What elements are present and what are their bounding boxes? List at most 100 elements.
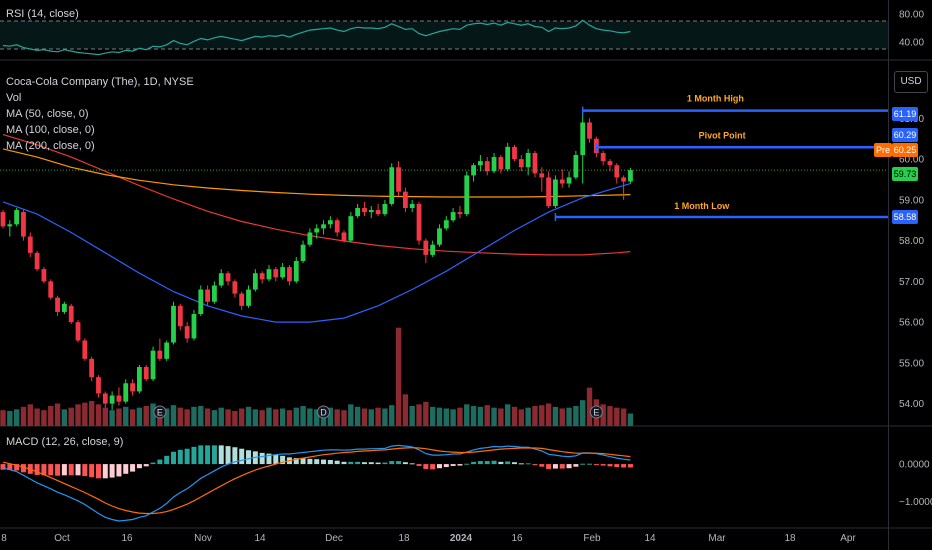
macd-histogram-bar [621, 464, 627, 468]
level-label: 1 Month High [687, 94, 744, 104]
candle-body [266, 269, 272, 280]
candle-body [246, 289, 251, 306]
macd-histogram-bar [157, 459, 163, 465]
macd-legend[interactable]: MACD (12, 26, close, 9) [6, 436, 124, 448]
volume-bar [457, 407, 463, 426]
candle-body [150, 350, 156, 380]
rsi-pane [0, 19, 888, 56]
candle-body [580, 122, 586, 156]
candle-body [82, 340, 88, 359]
macd-histogram-bar [355, 461, 361, 465]
volume-bar [416, 404, 422, 426]
volume-bar [13, 409, 20, 426]
event-marker [589, 405, 603, 419]
volume-bar [334, 409, 340, 426]
volume-bar [170, 405, 177, 426]
volume-bar [573, 406, 579, 426]
macd-histogram-bar [259, 452, 265, 465]
macd-histogram-bar [218, 445, 224, 465]
candle-body [573, 155, 579, 178]
candle-body [437, 228, 442, 245]
symbol-legend[interactable]: Coca-Cola Company (The), 1D, NYSE [6, 76, 194, 88]
volume-bar [239, 408, 245, 426]
candle-body [362, 208, 367, 213]
macd-histogram-bar [593, 464, 599, 466]
volume-bar [123, 406, 129, 426]
x-tick-label: 16 [511, 533, 523, 544]
volume-bar [20, 406, 27, 426]
candle-body [34, 252, 40, 270]
volume-bar [34, 408, 40, 426]
candle-body [116, 395, 122, 402]
macd-histogram-bar [89, 464, 95, 478]
candle-body [184, 326, 190, 339]
candle-body [48, 281, 54, 298]
macd-histogram-bar [55, 464, 61, 476]
candle-body [382, 203, 388, 215]
volume-bar [0, 410, 6, 426]
macd-histogram-bar [177, 449, 183, 465]
x-tick-label: 14 [644, 533, 656, 544]
candle-body [498, 157, 504, 170]
volume-bar [532, 406, 538, 426]
candle-body [430, 244, 436, 255]
x-tick-label: 18 [784, 533, 796, 544]
x-tick-label: 18 [398, 533, 410, 544]
candle-body [423, 240, 429, 255]
candle-body [553, 179, 558, 206]
rsi-band-fill [0, 21, 888, 49]
volume-bar [150, 403, 156, 426]
macd-histogram-bar [457, 464, 463, 466]
volume-legend[interactable]: Vol [6, 92, 22, 104]
macd-histogram-bar [512, 462, 517, 465]
volume-bar [300, 406, 306, 426]
volume-bars [0, 327, 634, 426]
candle-body [273, 269, 279, 278]
ma100-legend[interactable]: MA (100, close, 0) [6, 124, 95, 136]
rsi-legend[interactable]: RSI (14, close) [6, 8, 79, 20]
macd-histogram-bar [464, 463, 470, 465]
macd-histogram-bar [191, 446, 197, 465]
volume-bar [259, 410, 265, 426]
macd-histogram-bar [443, 464, 449, 468]
price-tag-low: 58.58 [892, 210, 918, 224]
price-tick-label: 54.00 [899, 399, 924, 410]
volume-bar [327, 407, 334, 426]
x-tick-label: Feb [583, 533, 601, 544]
candle-body [137, 366, 142, 392]
volume-bar [245, 406, 252, 426]
candle-body [614, 165, 620, 178]
macd-histogram-bar [566, 464, 572, 469]
candle-body [68, 305, 74, 323]
volume-bar [361, 408, 368, 426]
volume-bar [68, 407, 74, 426]
rsi-tick-label: 80.00 [899, 10, 924, 21]
ma50-legend[interactable]: MA (50, close, 0) [6, 108, 89, 120]
pre-market-label: Pre [874, 143, 892, 157]
volume-bar [586, 387, 593, 426]
volume-bar [614, 407, 620, 426]
macd-line [2, 444, 631, 522]
macd-histogram-bar [627, 464, 633, 468]
candle-body [621, 177, 627, 182]
candle-body [546, 177, 551, 206]
candle-body [368, 210, 374, 213]
currency-badge[interactable]: USD [894, 71, 928, 93]
x-tick-label: 2024 [450, 533, 473, 544]
candle-body [484, 161, 490, 172]
volume-bar [61, 409, 68, 426]
candle-body [512, 146, 517, 160]
price-tag-pivot: 60.29 [892, 128, 918, 142]
candle-body [628, 170, 633, 182]
macd-histogram-bar [130, 464, 136, 472]
candle-body [478, 161, 483, 166]
macd-histogram-bar [116, 464, 122, 477]
event-marker-label: D [320, 408, 327, 418]
ma200-legend[interactable]: MA (200, close, 0) [6, 140, 95, 152]
price-tag-pre: 60.25 [892, 143, 918, 157]
axes: 8Oct16Nov14Dec18202416Feb14Mar18Apr61.00… [1, 10, 932, 545]
candle-body [0, 212, 6, 227]
